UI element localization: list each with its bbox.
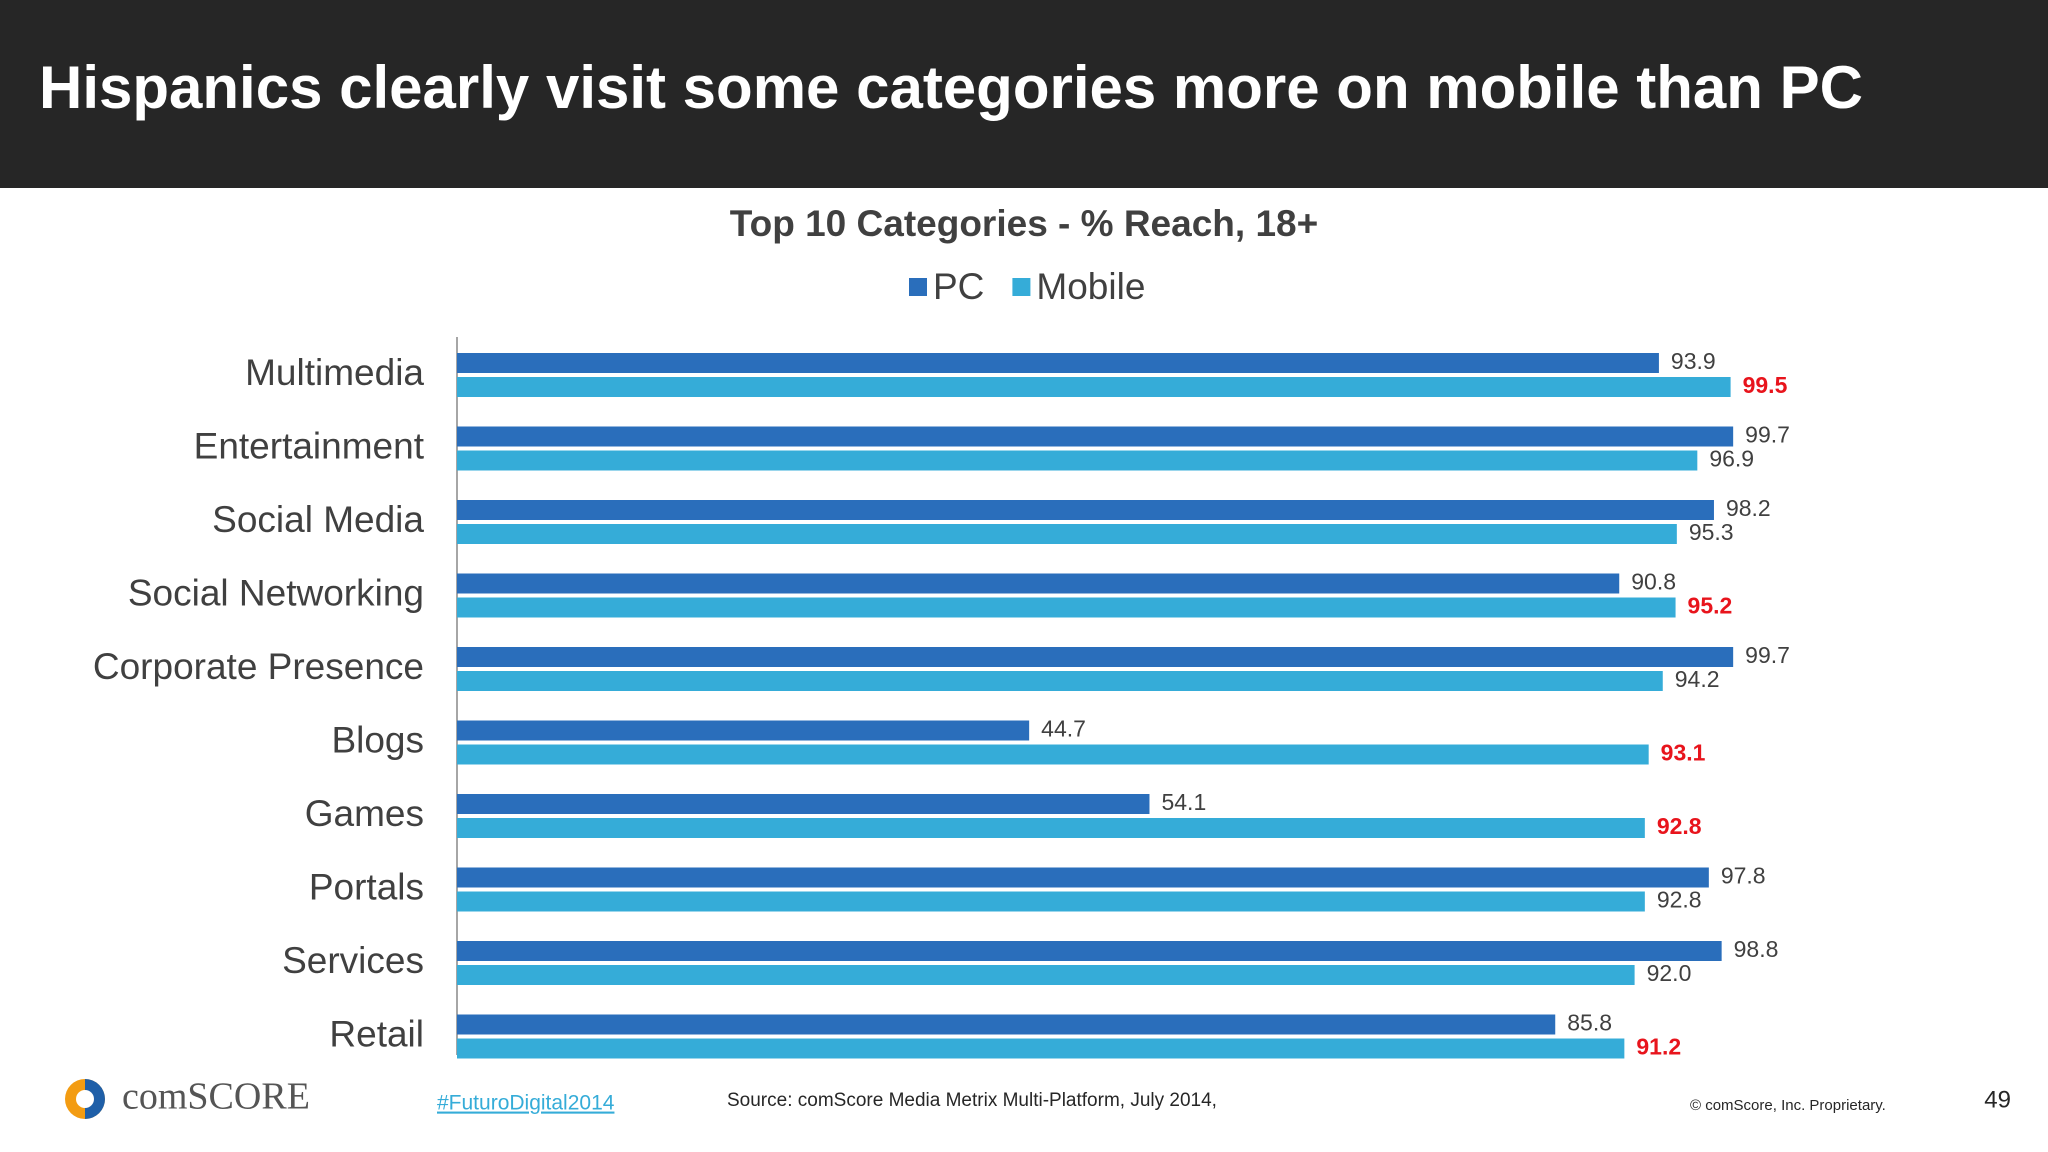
page-number: 49	[1984, 1086, 2011, 1113]
value-label: 99.5	[1743, 372, 1788, 398]
y-tick-label: Blogs	[331, 719, 424, 760]
y-tick-label: Multimedia	[245, 352, 424, 393]
bar	[457, 500, 1714, 520]
value-label: 44.7	[1041, 716, 1086, 742]
value-label: 95.3	[1689, 519, 1734, 545]
y-tick-label: Social Networking	[128, 572, 424, 613]
y-tick-label: Services	[282, 940, 424, 981]
bar	[457, 597, 1676, 618]
bar	[457, 647, 1734, 667]
value-label: 92.8	[1657, 887, 1702, 913]
bar	[457, 1038, 1625, 1059]
legend-label: PC	[933, 266, 984, 307]
bar	[457, 744, 1649, 765]
value-label: 92.0	[1647, 960, 1692, 986]
chart-title: Top 10 Categories - % Reach, 18+	[730, 203, 1318, 244]
legend-swatch	[1012, 278, 1031, 296]
value-label: 91.2	[1636, 1034, 1681, 1060]
y-tick-label: Corporate Presence	[93, 646, 424, 687]
y-tick-label: Entertainment	[194, 425, 425, 466]
logo-text: comSCORE	[122, 1076, 310, 1118]
value-label: 96.9	[1709, 446, 1754, 472]
value-label: 93.1	[1661, 740, 1706, 766]
y-tick-label: Portals	[309, 866, 424, 907]
logo: comSCORE	[65, 1076, 310, 1119]
bar	[457, 426, 1734, 447]
y-tick-label: Social Media	[212, 499, 424, 540]
value-label: 93.9	[1671, 348, 1716, 374]
value-label: 99.7	[1745, 422, 1790, 448]
value-label: 98.2	[1726, 495, 1771, 521]
copyright: © comScore, Inc. Proprietary.	[1690, 1097, 1886, 1114]
logo-mark	[76, 1090, 94, 1108]
bar	[457, 891, 1645, 912]
slide-title: Hispanics clearly visit some categories …	[39, 54, 1863, 121]
value-label: 98.8	[1734, 936, 1779, 962]
bar	[457, 1014, 1556, 1035]
bar	[457, 524, 1677, 544]
value-label: 90.8	[1631, 569, 1676, 595]
value-label: 54.1	[1161, 789, 1206, 815]
bar	[457, 867, 1709, 888]
bar	[457, 965, 1635, 985]
header-bar	[0, 0, 2048, 188]
value-label: 99.7	[1745, 642, 1790, 668]
value-label: 97.8	[1721, 863, 1766, 889]
bar	[457, 450, 1698, 471]
bar	[457, 377, 1731, 397]
bar	[457, 941, 1722, 961]
y-tick-label: Retail	[329, 1013, 424, 1054]
value-label: 95.2	[1688, 593, 1733, 619]
source-note: Source: comScore Media Metrix Multi-Plat…	[727, 1090, 1217, 1111]
bar	[457, 573, 1620, 594]
value-label: 85.8	[1567, 1010, 1612, 1036]
legend-label: Mobile	[1036, 266, 1145, 307]
legend-swatch	[909, 278, 927, 296]
bar	[457, 818, 1645, 838]
value-label: 92.8	[1657, 813, 1702, 839]
value-label: 94.2	[1675, 666, 1720, 692]
logo-mark	[85, 1079, 105, 1119]
hashtag-link[interactable]: #FuturoDigital2014	[437, 1092, 615, 1115]
y-tick-label: Games	[305, 793, 424, 834]
bar	[457, 720, 1030, 741]
bar	[457, 353, 1659, 373]
bar	[457, 671, 1663, 691]
bar	[457, 794, 1150, 814]
